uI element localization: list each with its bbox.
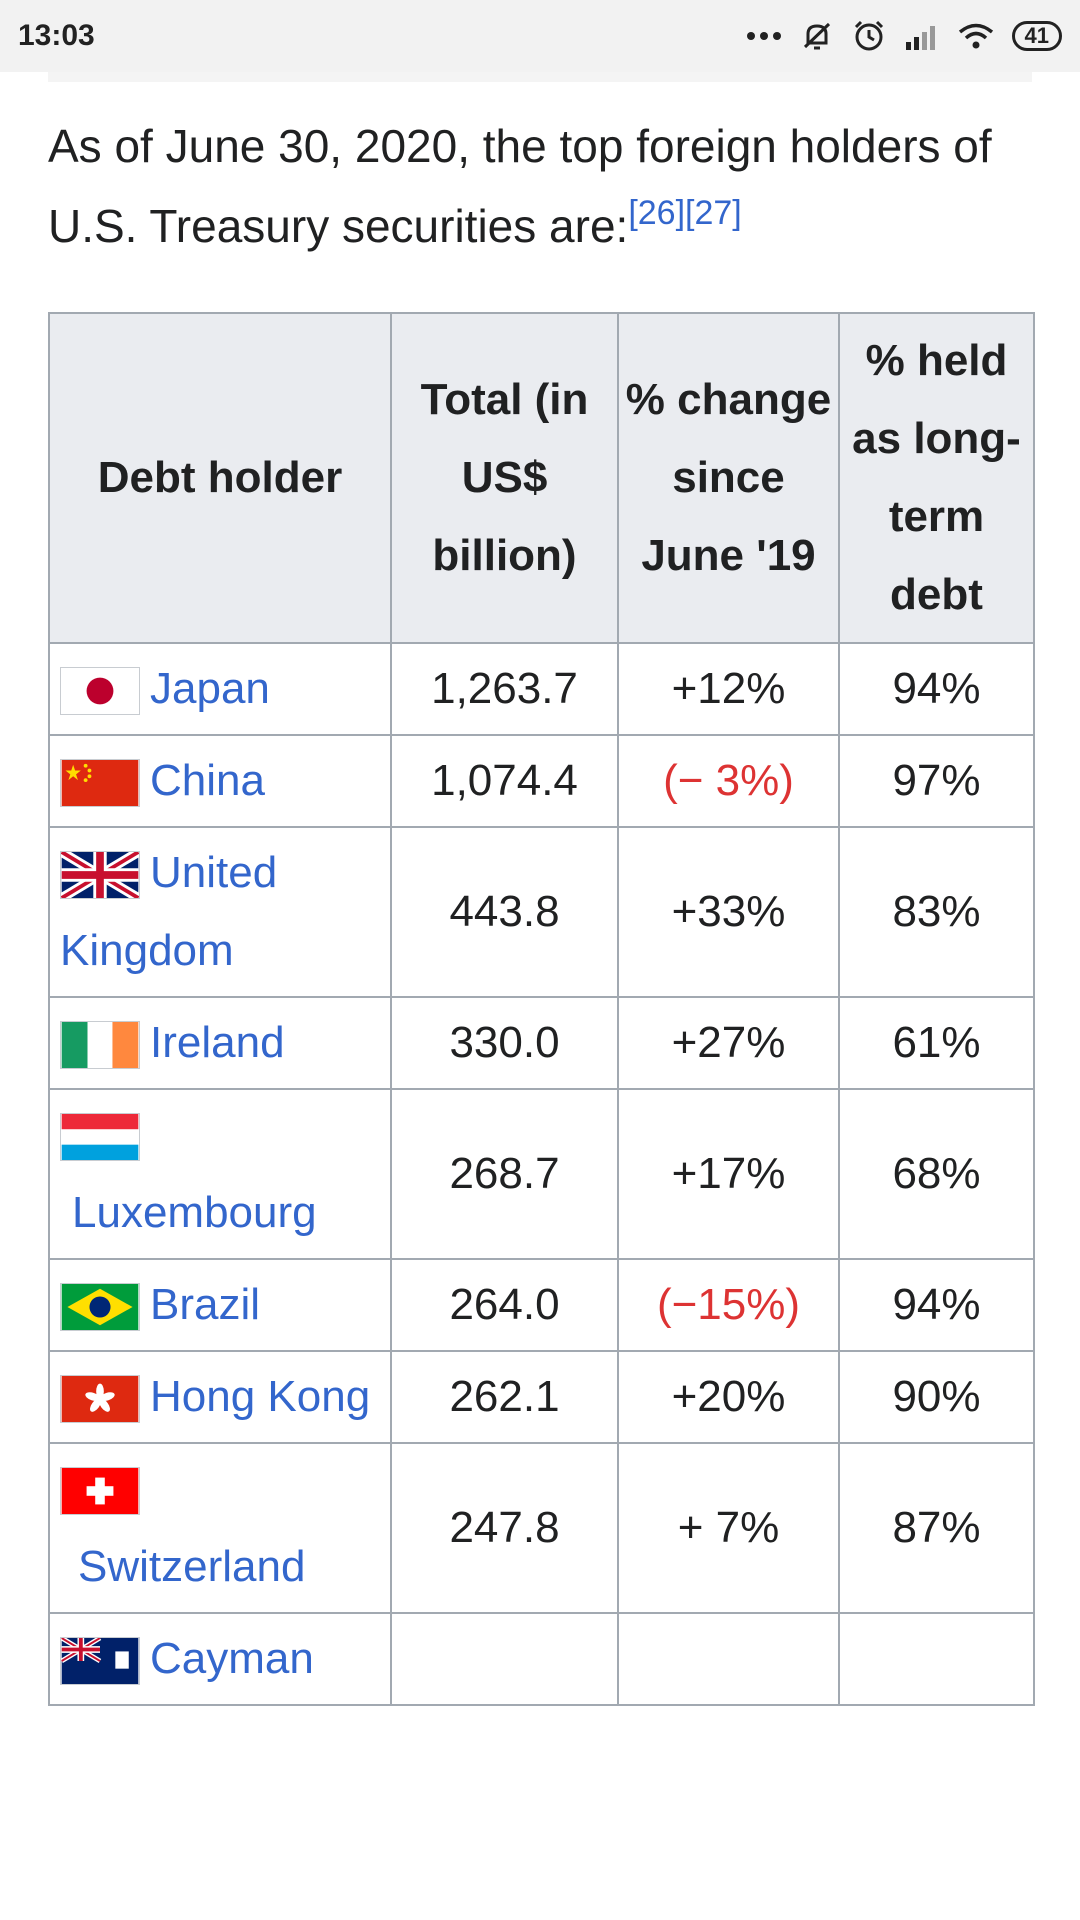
column-header-debt-holder[interactable]: Debt holder [48, 312, 392, 644]
country-link-united-kingdom[interactable]: United Kingdom [60, 848, 278, 975]
table-row: Brazil 264.0 (−15%) 94% [48, 1258, 1035, 1352]
section-divider [48, 72, 1032, 82]
total-cell: 262.1 [390, 1350, 619, 1444]
total-cell: 1,263.7 [390, 642, 619, 736]
table-row: Hong Kong 262.1 +20% 90% [48, 1350, 1035, 1444]
long-term-cell: 83% [838, 826, 1035, 998]
debt-holder-cell: Cayman [48, 1612, 392, 1706]
total-cell: 247.8 [390, 1442, 619, 1614]
table-row: Ireland 330.0 +27% 61% [48, 996, 1035, 1090]
country-link-brazil[interactable]: Brazil [150, 1280, 261, 1329]
column-header-long-term[interactable]: % held as long-term debt [838, 312, 1035, 644]
table-row: Luxembourg 268.7 +17% 68% [48, 1088, 1035, 1260]
change-cell: +20% [617, 1350, 840, 1444]
column-header-change[interactable]: % change since June '19 [617, 312, 840, 644]
long-term-cell: 90% [838, 1350, 1035, 1444]
change-cell: +27% [617, 996, 840, 1090]
long-term-cell [838, 1612, 1035, 1706]
total-cell [390, 1612, 619, 1706]
country-link-japan[interactable]: Japan [150, 664, 270, 713]
japan-flag-icon [60, 667, 140, 716]
table-header-row: Debt holder Total (in US$ billion) % cha… [48, 312, 1035, 644]
ireland-flag-icon [60, 1021, 140, 1070]
change-cell: (− 3%) [617, 734, 840, 828]
table-row: Japan 1,263.7 +12% 94% [48, 642, 1035, 736]
country-link-ireland[interactable]: Ireland [150, 1018, 285, 1067]
debt-holder-cell: Switzerland [48, 1442, 392, 1614]
change-cell: (−15%) [617, 1258, 840, 1352]
debt-holder-cell: Hong Kong [48, 1350, 392, 1444]
reference-links[interactable]: [26][27] [628, 194, 742, 232]
table-row: Switzerland 247.8 + 7% 87% [48, 1442, 1035, 1614]
table-row: United Kingdom 443.8 +33% 83% [48, 826, 1035, 998]
battery-icon: 41 [1011, 21, 1062, 51]
country-link-hong-kong[interactable]: Hong Kong [150, 1372, 371, 1421]
debt-holder-cell: Luxembourg [48, 1088, 392, 1260]
more-dots-icon [746, 31, 782, 41]
debt-holder-cell: China [48, 734, 392, 828]
hong-kong-flag-icon [60, 1375, 140, 1424]
debt-holder-cell: Japan [48, 642, 392, 736]
foreign-holders-table: Debt holder Total (in US$ billion) % cha… [48, 312, 1035, 1706]
debt-holder-cell: United Kingdom [48, 826, 392, 998]
table-row: Cayman [48, 1612, 1035, 1706]
wifi-icon [958, 22, 994, 50]
total-cell: 264.0 [390, 1258, 619, 1352]
total-cell: 443.8 [390, 826, 619, 998]
debt-holder-cell: Brazil [48, 1258, 392, 1352]
total-cell: 330.0 [390, 996, 619, 1090]
intro-text: As of June 30, 2020, the top foreign hol… [48, 120, 992, 252]
long-term-cell: 87% [838, 1442, 1035, 1614]
table-row: China 1,074.4 (− 3%) 97% [48, 734, 1035, 828]
mute-icon [800, 19, 834, 53]
change-cell: +12% [617, 642, 840, 736]
change-cell [617, 1612, 840, 1706]
long-term-cell: 94% [838, 642, 1035, 736]
column-header-total[interactable]: Total (in US$ billion) [390, 312, 619, 644]
country-link-china[interactable]: China [150, 756, 265, 805]
change-cell: +33% [617, 826, 840, 998]
status-bar: 13:03 41 [0, 0, 1080, 72]
change-cell: + 7% [617, 1442, 840, 1614]
country-link-switzerland[interactable]: Switzerland [78, 1542, 306, 1591]
debt-holder-cell: Ireland [48, 996, 392, 1090]
long-term-cell: 61% [838, 996, 1035, 1090]
change-cell: +17% [617, 1088, 840, 1260]
country-link-luxembourg[interactable]: Luxembourg [72, 1188, 317, 1237]
long-term-cell: 68% [838, 1088, 1035, 1260]
battery-level: 41 [1024, 23, 1049, 48]
luxembourg-flag-icon [60, 1113, 140, 1162]
china-flag-icon [60, 759, 140, 808]
long-term-cell: 97% [838, 734, 1035, 828]
switzerland-flag-icon [60, 1467, 140, 1516]
united-kingdom-flag-icon [60, 851, 140, 900]
long-term-cell: 94% [838, 1258, 1035, 1352]
total-cell: 1,074.4 [390, 734, 619, 828]
brazil-flag-icon [60, 1283, 140, 1332]
signal-icon [904, 22, 940, 50]
status-time: 13:03 [18, 19, 95, 52]
intro-paragraph: As of June 30, 2020, the top foreign hol… [48, 106, 1048, 266]
cayman-islands-flag-icon [60, 1637, 140, 1686]
total-cell: 268.7 [390, 1088, 619, 1260]
alarm-icon [852, 19, 886, 53]
country-link-cayman[interactable]: Cayman [150, 1634, 314, 1683]
